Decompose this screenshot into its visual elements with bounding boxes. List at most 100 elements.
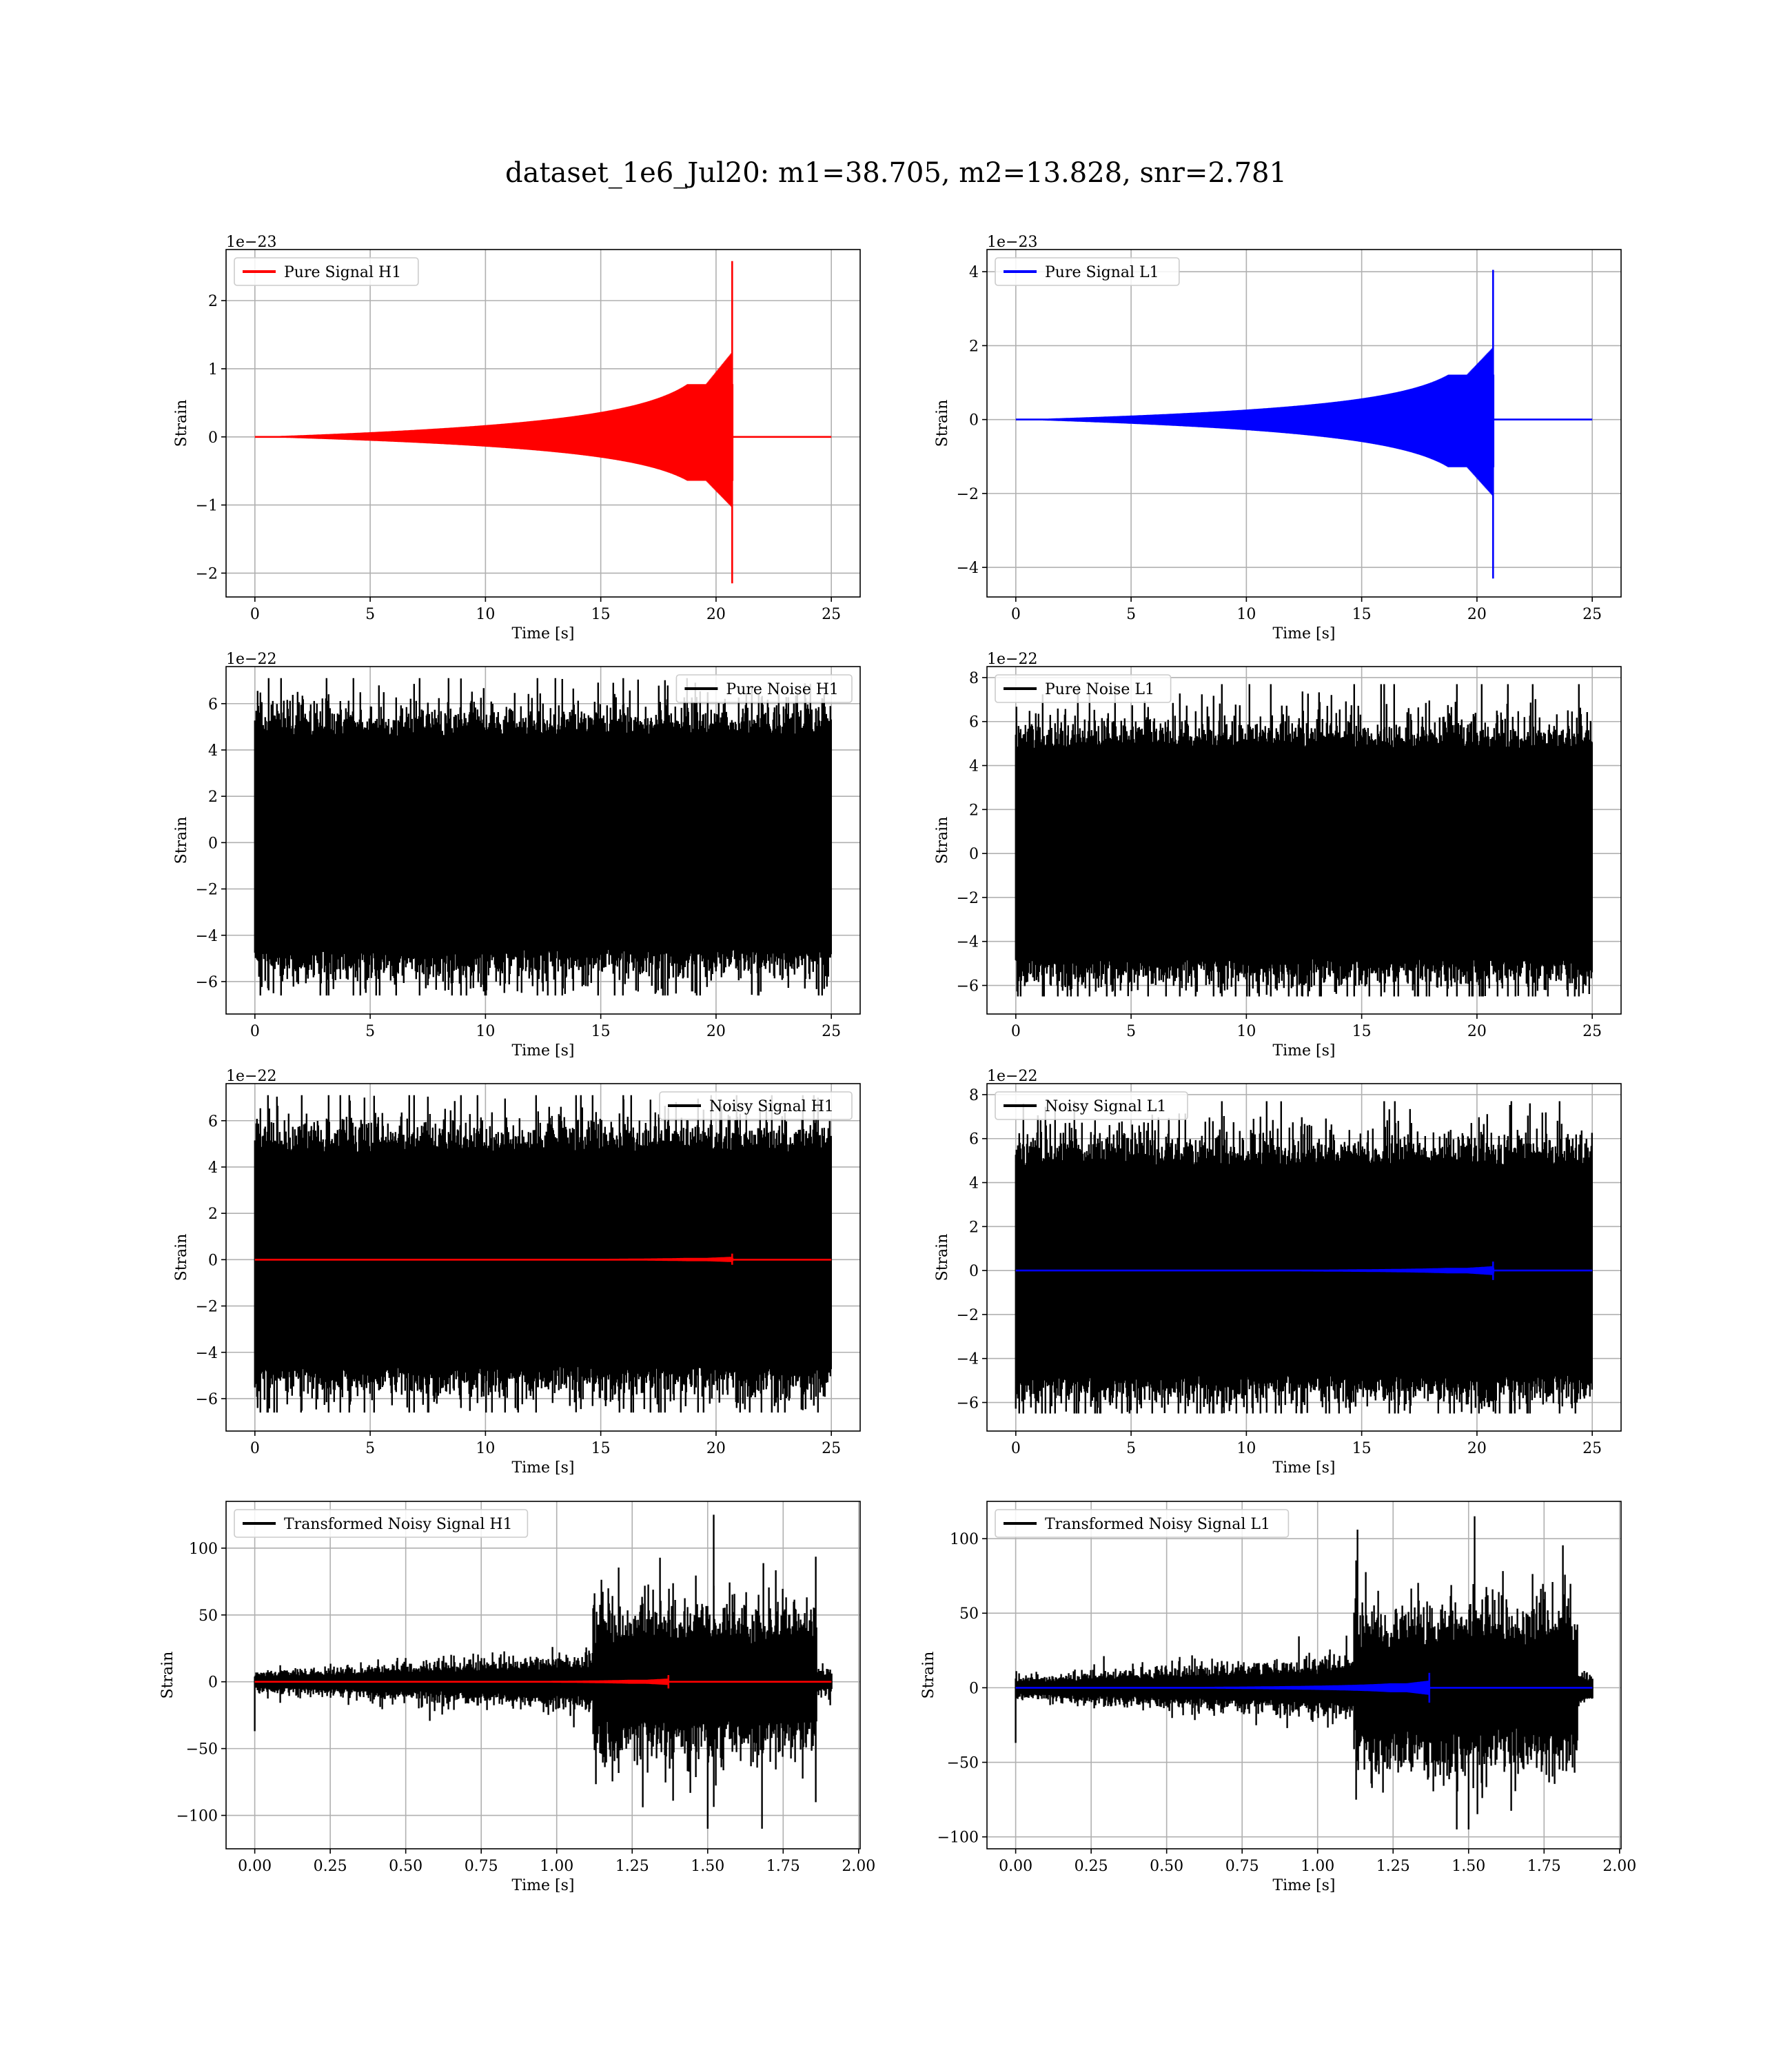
y-tick-label: 0 (208, 1252, 218, 1269)
y-tick-label: −2 (957, 486, 979, 503)
x-tick-label: 20 (1467, 1023, 1487, 1040)
x-tick-label: 20 (706, 1440, 726, 1457)
x-tick-label: 0.50 (1150, 1858, 1183, 1875)
y-tick-label: 8 (969, 670, 979, 687)
x-tick-label: 5 (1126, 1023, 1136, 1040)
x-tick-label: 15 (1352, 606, 1372, 623)
y-tick-label: −2 (196, 1299, 218, 1316)
legend-box (995, 1509, 1290, 1538)
x-tick-label: 15 (591, 606, 611, 623)
series-line (1015, 1261, 1593, 1280)
x-tick-label: 15 (591, 1023, 611, 1040)
y-tick-label: −2 (957, 890, 979, 907)
y-tick-label: 6 (208, 696, 218, 713)
x-tick-label: 2.00 (1602, 1858, 1636, 1875)
axes-frame (225, 666, 861, 1015)
y-tick-label: 1 (208, 361, 218, 378)
x-tick-label: 0.25 (1075, 1858, 1108, 1875)
x-tick-label: 1.00 (540, 1858, 573, 1875)
y-tick-label: −50 (947, 1755, 979, 1772)
y-tick-label: 0 (969, 1263, 979, 1280)
y-tick-label: 4 (969, 758, 979, 776)
legend-entry: Noisy Signal L1 (1045, 1098, 1166, 1115)
x-tick-label: 0 (250, 1023, 260, 1040)
y-tick-label: 100 (189, 1541, 218, 1558)
axes-frame (225, 1083, 861, 1432)
x-axis-label: Time [s] (1272, 1459, 1335, 1477)
x-tick-label: 0.00 (999, 1858, 1032, 1875)
y-tick-label: 0 (208, 835, 218, 852)
x-tick-label: 10 (476, 1023, 495, 1040)
x-tick-label: 5 (1126, 1440, 1136, 1457)
y-tick-label: −4 (196, 928, 218, 945)
axes-frame (986, 1083, 1622, 1432)
x-tick-label: 0.75 (465, 1858, 498, 1875)
panel-transformed-noisy-signal-h1: 0.00 0.25 0.50 0.75 1.00 1.25 1.50 1.75 2.00 −100… (159, 1501, 875, 1894)
y-axis-label: Strain (173, 817, 190, 864)
y-tick-label: −2 (957, 1307, 979, 1324)
legend-box (995, 257, 1180, 286)
y-tick-label: 4 (208, 1159, 218, 1177)
x-tick-label: 20 (1467, 1440, 1487, 1457)
x-tick-label: 2.00 (842, 1858, 875, 1875)
y-tick-label: 0 (969, 846, 979, 863)
y-tick-label: 100 (950, 1531, 979, 1548)
panel-transformed-noisy-signal-l1: 0.00 0.25 0.50 0.75 1.00 1.25 1.50 1.75 2.00 −100… (920, 1501, 1636, 1894)
axes-frame (986, 249, 1622, 598)
x-tick-label: 20 (706, 606, 726, 623)
y-tick-label: 0 (969, 1680, 979, 1697)
y-tick-label: −100 (937, 1829, 979, 1847)
y-axis-label: Strain (173, 400, 190, 447)
x-axis-label: Time [s] (511, 1877, 574, 1894)
panel-pure-noise-h1: 0 5 10 15 20 25 −6 −4 −2 0 2 4 6 Time [s] Strain 1e−22 P… (173, 651, 861, 1060)
y-offset-label: 1e−23 (987, 234, 1037, 251)
x-axis-label: Time [s] (511, 1459, 574, 1477)
x-tick-label: 1.50 (691, 1858, 724, 1875)
y-tick-label: 8 (969, 1087, 979, 1104)
panel-pure-noise-l1: 0 5 10 15 20 25 −6 −4 −2 0 2 4 6 8 Time [s] Strain 1e−22… (934, 651, 1622, 1060)
y-tick-label: 50 (198, 1608, 218, 1625)
y-tick-label: −4 (957, 560, 979, 577)
x-tick-label: 0.00 (238, 1858, 272, 1875)
x-tick-label: 0.50 (389, 1858, 422, 1875)
x-tick-label: 1.75 (1527, 1858, 1561, 1875)
y-tick-label: 6 (969, 1131, 979, 1148)
y-tick-label: 4 (969, 1175, 979, 1193)
y-tick-label: 2 (969, 802, 979, 819)
legend-entry: Transformed Noisy Signal H1 (284, 1516, 513, 1533)
series-line (254, 1675, 832, 1689)
figure-title: dataset_1e6_Jul20: m1=38.705, m2=13.828,… (505, 157, 1287, 189)
x-tick-label: 5 (365, 606, 375, 623)
x-tick-label: 25 (1582, 606, 1602, 623)
y-tick-label: −6 (196, 1391, 218, 1408)
x-tick-label: 10 (1236, 1440, 1256, 1457)
x-tick-label: 0 (1011, 606, 1021, 623)
y-tick-label: 6 (208, 1113, 218, 1131)
y-tick-label: 4 (208, 742, 218, 760)
y-tick-label: −6 (957, 978, 979, 995)
x-tick-label: 15 (591, 1440, 611, 1457)
x-tick-label: 1.00 (1301, 1858, 1334, 1875)
y-tick-label: 0 (208, 429, 218, 447)
axes-frame (225, 249, 861, 598)
panel-pure-signal-h1: 0 5 10 15 20 25 −2 −1 0 1 2 Time [s] Strain 1e−23 Pure… (173, 234, 861, 642)
x-tick-label: 1.75 (766, 1858, 800, 1875)
axes-frame (986, 1501, 1622, 1849)
y-axis-label: Strain (173, 1234, 190, 1281)
panel-noisy-signal-l1: 0 5 10 15 20 25 −6 −4 −2 0 2 4 6 8 Time [s] Strain 1e−22… (934, 1068, 1622, 1477)
legend-box (995, 674, 1172, 703)
x-tick-label: 10 (476, 606, 495, 623)
y-tick-label: 50 (959, 1605, 979, 1623)
x-tick-label: 25 (822, 1440, 841, 1457)
y-tick-label: −1 (196, 498, 218, 515)
x-axis-label: Time [s] (1272, 1877, 1335, 1894)
axes-frame (225, 1501, 861, 1849)
y-tick-label: 4 (969, 264, 979, 281)
series-line (1015, 270, 1593, 579)
x-tick-label: 5 (1126, 606, 1136, 623)
y-offset-label: 1e−22 (226, 1068, 276, 1085)
series-line (254, 261, 832, 584)
series-band (1015, 768, 1593, 940)
y-offset-label: 1e−22 (987, 1068, 1037, 1085)
legend-box (659, 1091, 853, 1120)
